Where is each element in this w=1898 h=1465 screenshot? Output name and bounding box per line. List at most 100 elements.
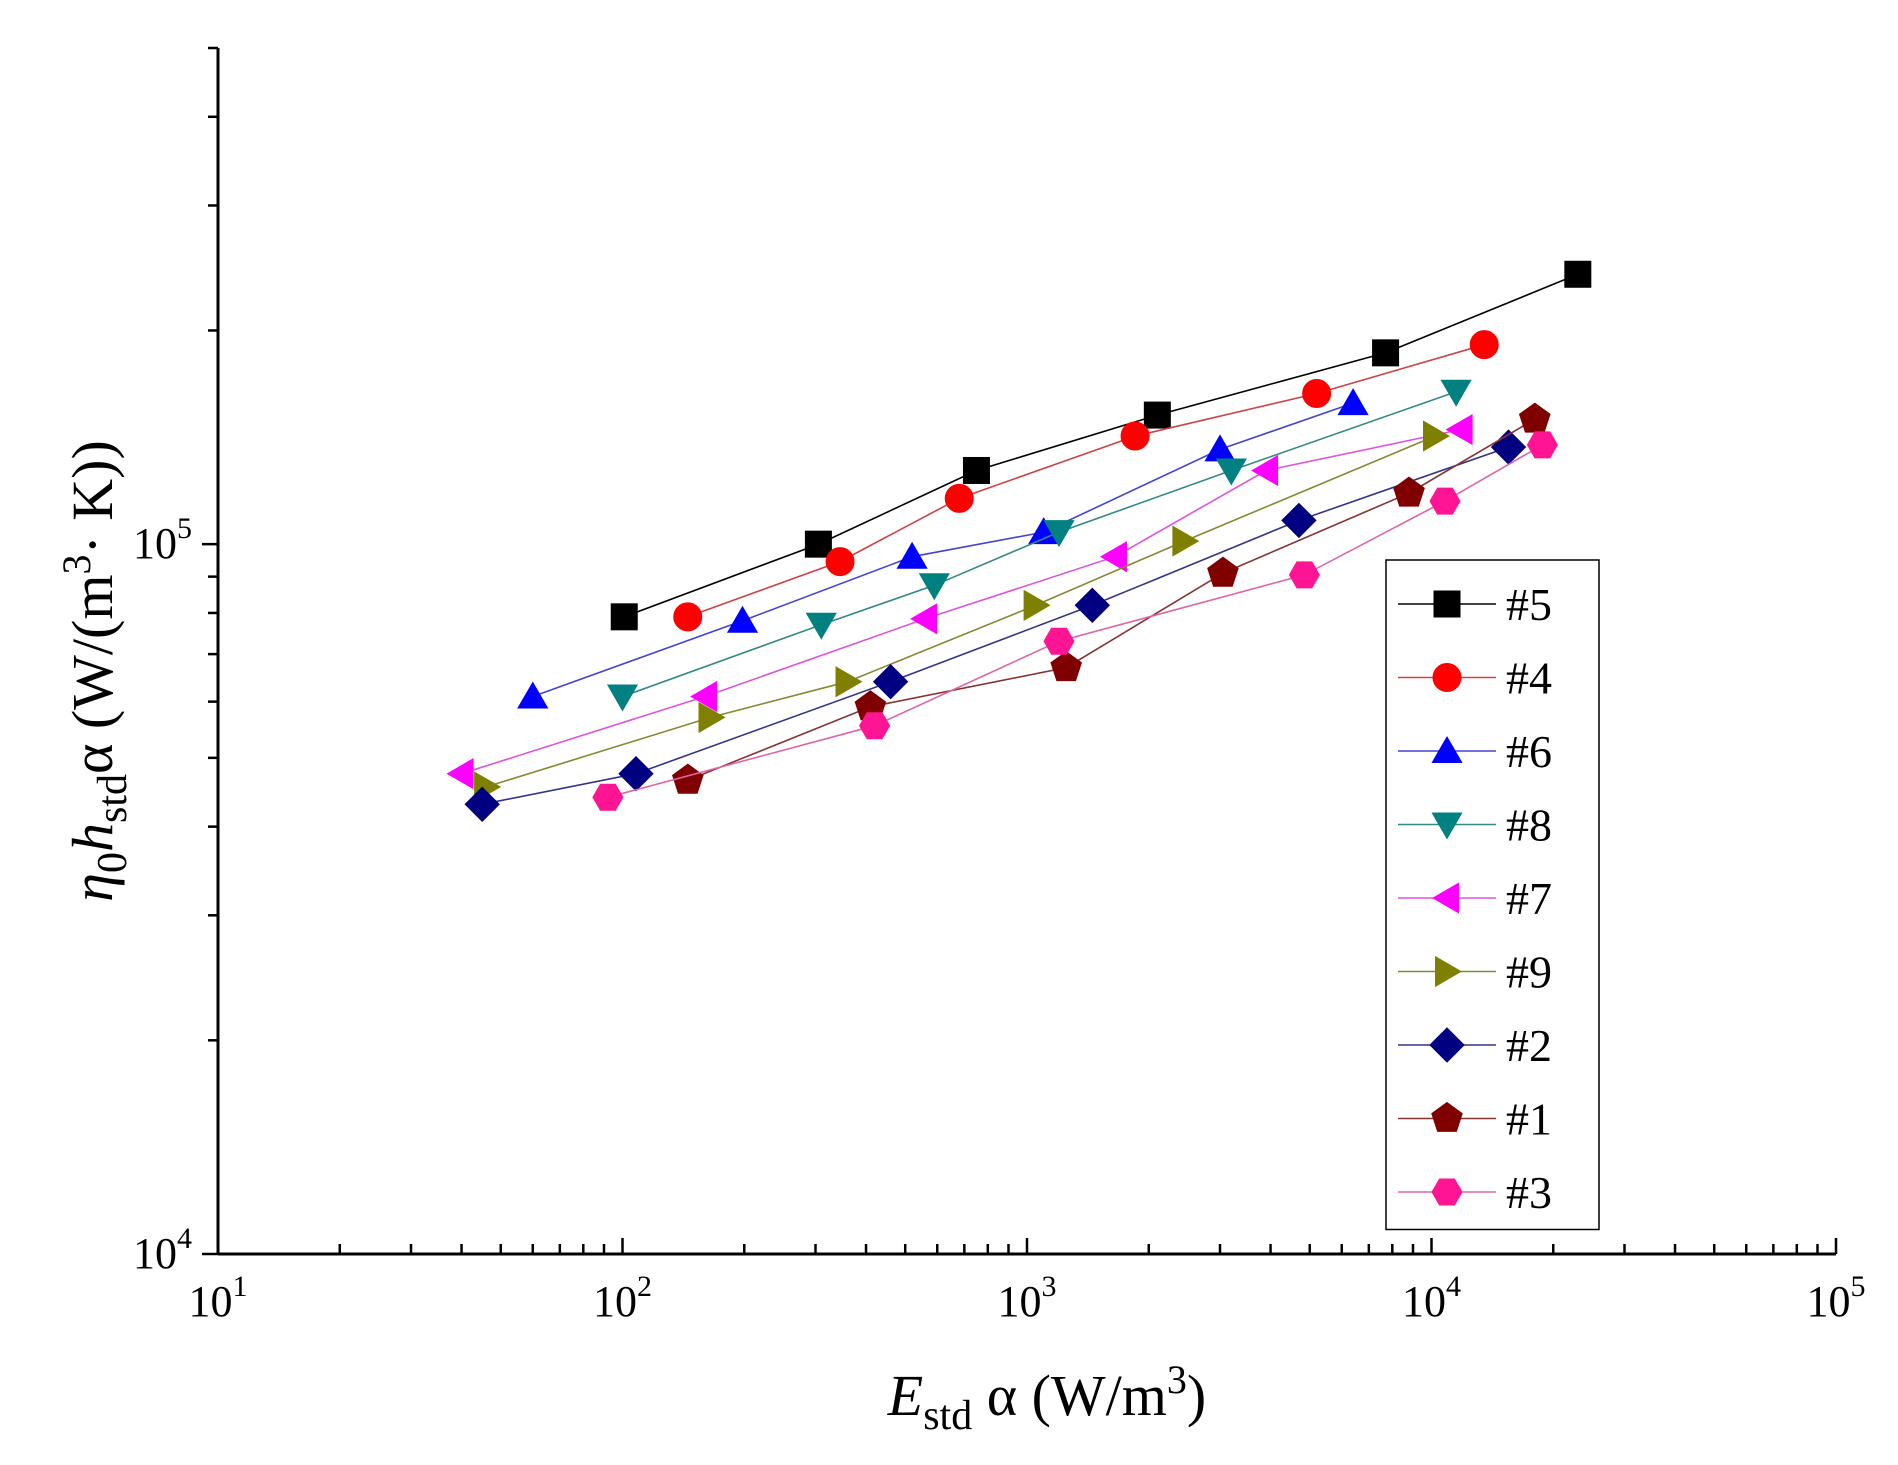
series-line [482,446,1509,806]
data-point [606,684,639,712]
data-point [918,573,950,601]
x-tick-label: 104 [1402,1270,1461,1326]
y-tick-label: 105 [133,512,192,568]
data-point [1372,339,1400,367]
data-point [896,541,928,569]
data-point [1251,454,1279,487]
legend-item: #1 [1398,1094,1552,1145]
data-point [1023,589,1051,621]
series-n5 [610,260,1592,631]
data-point [672,763,704,794]
data-point [1215,458,1247,486]
legend-marker [1431,1101,1463,1132]
legend-item: #8 [1398,800,1552,851]
legend-label: #7 [1506,873,1552,924]
legend-marker [1435,955,1463,988]
legend-marker [1431,812,1463,840]
data-point [673,602,703,632]
series-n6 [517,388,1369,709]
legend-item: #6 [1398,726,1552,777]
series-line [607,444,1543,799]
data-point [1100,541,1127,573]
series-n9 [474,420,1450,803]
axes: 101 102 103 104 105 104 105 [133,46,1866,1326]
data-point [517,681,549,709]
y-axis-title: η0hstdα (W/(m3· K)) [54,440,136,902]
x-tick-label: 102 [593,1270,652,1326]
series-line [461,428,1461,775]
legend-label: #5 [1506,579,1552,630]
series-n3 [592,431,1558,811]
legend-marker [1433,590,1461,618]
legend-item: #5 [1398,579,1552,630]
series-n8 [606,379,1472,712]
legend-box [1385,559,1600,1231]
data-point [1564,260,1592,288]
data-point [804,530,832,558]
data-point [1469,330,1499,360]
data-point [1281,502,1317,539]
data-point [592,783,624,811]
x-tick-label: 101 [189,1270,248,1326]
legend-label: #8 [1506,800,1552,851]
legend-item: #3 [1398,1167,1552,1218]
x-axis-title: Estd α (W/m3) [887,1357,1206,1439]
data-point [1050,650,1082,682]
legend-label: #6 [1506,726,1552,777]
legend-label: #1 [1506,1094,1552,1145]
data-point [1043,627,1075,655]
series-n4 [673,330,1499,632]
data-point [1518,402,1551,433]
x-tick-label: 105 [1807,1270,1866,1326]
series-line [622,390,1457,698]
data-point [1445,414,1473,446]
data-point [1204,434,1236,462]
data-point [1172,525,1200,557]
data-point [610,603,638,631]
data-point [1440,379,1472,407]
legend-item: #9 [1398,947,1552,998]
legend-marker [1431,882,1459,914]
legend-label: #4 [1506,653,1552,704]
data-point [464,786,500,823]
y-tick-label: 104 [133,1222,192,1278]
data-point [726,605,759,633]
legend-marker [1432,663,1462,692]
data-point [1043,520,1075,548]
data-point [1393,476,1425,507]
series-line [485,435,1436,788]
legend-item: #4 [1398,653,1552,704]
legend: #5 #4 #6 #8 #7 #9 #2 #1 #3 [1385,559,1600,1231]
data-point [835,666,863,698]
legend-item: #7 [1398,873,1552,924]
series-line [623,273,1579,618]
data-point [1143,401,1171,429]
data-point [1490,429,1527,465]
data-point [859,712,891,740]
data-point [1423,420,1450,452]
series-line [532,402,1354,698]
data-point [1302,379,1332,409]
data-point [1429,487,1461,515]
legend-label: #3 [1506,1167,1552,1218]
legend-label: #2 [1506,1020,1552,1071]
series-n2 [464,429,1527,823]
data-point [446,758,474,790]
data-point [1526,431,1558,459]
data-point [944,483,974,513]
data-point [1207,556,1239,587]
series-line [687,343,1485,618]
plot-series [446,260,1592,823]
data-point [910,603,938,635]
series-n7 [446,414,1473,790]
legend-marker [1429,1027,1465,1063]
data-point [618,755,654,792]
series-n1 [672,402,1551,794]
legend-marker [1431,735,1463,763]
legend-item: #2 [1398,1020,1552,1071]
data-point [805,612,837,640]
series-line [687,418,1536,781]
data-point [1288,561,1320,589]
data-point [1074,587,1111,624]
